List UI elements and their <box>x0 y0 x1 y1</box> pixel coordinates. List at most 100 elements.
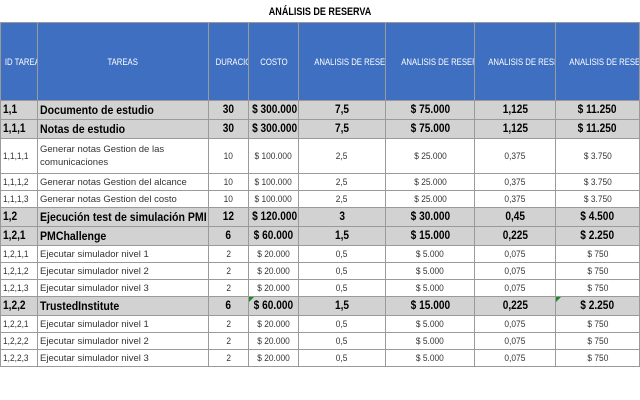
cell-id[interactable]: 1,2,2,1 <box>0 315 38 333</box>
cell-task[interactable]: Documento de estudio <box>37 100 209 120</box>
cell-duration[interactable]: 6 <box>208 296 249 316</box>
cell-cost[interactable]: $ 100.000 <box>248 138 299 174</box>
cell-duration[interactable]: 2 <box>208 245 249 263</box>
cell-management-hours[interactable]: 0,45 <box>474 207 556 227</box>
cell-management-cost[interactable]: $ 750 <box>555 332 640 350</box>
cell-management-cost[interactable]: $ 2.250 <box>555 296 640 316</box>
column-header-management-hours[interactable]: ANALISIS DE RESERVA GESTION (Horas) <box>474 22 556 101</box>
cell-contingency-hours[interactable]: 2,5 <box>298 190 386 208</box>
cell-contingency-cost[interactable]: $ 5.000 <box>385 245 475 263</box>
cell-contingency-cost[interactable]: $ 5.000 <box>385 332 475 350</box>
cell-cost[interactable]: $ 100.000 <box>248 190 299 208</box>
cell-duration[interactable]: 2 <box>208 315 249 333</box>
cell-cost[interactable]: $ 100.000 <box>248 173 299 191</box>
cell-cost[interactable]: $ 120.000 <box>248 207 299 227</box>
cell-management-cost[interactable]: $ 750 <box>555 262 640 280</box>
cell-task[interactable]: Notas de estudio <box>37 119 209 139</box>
cell-contingency-hours[interactable]: 7,5 <box>298 119 386 139</box>
cell-management-cost[interactable]: $ 11.250 <box>555 119 640 139</box>
cell-contingency-cost[interactable]: $ 5.000 <box>385 315 475 333</box>
cell-management-cost[interactable]: $ 2.250 <box>555 226 640 246</box>
cell-management-hours[interactable]: 0,375 <box>474 173 556 191</box>
cell-task[interactable]: Ejecutar simulador nivel 2 <box>37 332 209 350</box>
cell-id[interactable]: 1,1,1,1 <box>0 138 38 174</box>
cell-duration[interactable]: 2 <box>208 262 249 280</box>
cell-id[interactable]: 1,2,1 <box>0 226 38 246</box>
cell-cost[interactable]: $ 20.000 <box>248 332 299 350</box>
cell-contingency-hours[interactable]: 1,5 <box>298 226 386 246</box>
column-header-id[interactable]: ID TAREA <box>0 22 38 101</box>
cell-id[interactable]: 1,1,1,2 <box>0 173 38 191</box>
cell-id[interactable]: 1,2,2,3 <box>0 349 38 367</box>
cell-management-cost[interactable]: $ 11.250 <box>555 100 640 120</box>
cell-contingency-hours[interactable]: 0,5 <box>298 315 386 333</box>
cell-id[interactable]: 1,2,1,1 <box>0 245 38 263</box>
cell-id[interactable]: 1,2,1,2 <box>0 262 38 280</box>
cell-task[interactable]: Generar notas Gestion de las comunicacio… <box>37 138 209 174</box>
cell-cost[interactable]: $ 60.000 <box>248 226 299 246</box>
cell-management-hours[interactable]: 0,075 <box>474 245 556 263</box>
cell-contingency-hours[interactable]: 7,5 <box>298 100 386 120</box>
cell-id[interactable]: 1,2,2,2 <box>0 332 38 350</box>
cell-contingency-cost[interactable]: $ 15.000 <box>385 226 475 246</box>
cell-id[interactable]: 1,1 <box>0 100 38 120</box>
cell-task[interactable]: Ejecutar simulador nivel 1 <box>37 245 209 263</box>
cell-task[interactable]: Generar notas Gestion del alcance <box>37 173 209 191</box>
cell-management-hours[interactable]: 1,125 <box>474 119 556 139</box>
cell-contingency-hours[interactable]: 0,5 <box>298 332 386 350</box>
cell-cost[interactable]: $ 20.000 <box>248 315 299 333</box>
cell-contingency-hours[interactable]: 2,5 <box>298 173 386 191</box>
cell-contingency-cost[interactable]: $ 15.000 <box>385 296 475 316</box>
cell-duration[interactable]: 10 <box>208 138 249 174</box>
cell-duration[interactable]: 30 <box>208 100 249 120</box>
cell-contingency-cost[interactable]: $ 75.000 <box>385 119 475 139</box>
cell-id[interactable]: 1,2 <box>0 207 38 227</box>
cell-duration[interactable]: 10 <box>208 173 249 191</box>
column-header-contingency-cost[interactable]: ANALISIS DE RESERVA CONTINGENCIA (Costo) <box>385 22 475 101</box>
cell-task[interactable]: Ejecutar simulador nivel 3 <box>37 349 209 367</box>
cell-management-hours[interactable]: 0,075 <box>474 262 556 280</box>
cell-contingency-hours[interactable]: 0,5 <box>298 349 386 367</box>
cell-contingency-hours[interactable]: 0,5 <box>298 245 386 263</box>
cell-contingency-cost[interactable]: $ 75.000 <box>385 100 475 120</box>
cell-id[interactable]: 1,2,1,3 <box>0 279 38 297</box>
cell-contingency-cost[interactable]: $ 25.000 <box>385 190 475 208</box>
cell-cost[interactable]: $ 20.000 <box>248 262 299 280</box>
cell-management-cost[interactable]: $ 750 <box>555 315 640 333</box>
cell-id[interactable]: 1,1,1 <box>0 119 38 139</box>
cell-task[interactable]: Generar notas Gestion del costo <box>37 190 209 208</box>
cell-contingency-cost[interactable]: $ 25.000 <box>385 138 475 174</box>
cell-contingency-cost[interactable]: $ 5.000 <box>385 349 475 367</box>
cell-contingency-cost[interactable]: $ 25.000 <box>385 173 475 191</box>
cell-task[interactable]: Ejecutar simulador nivel 1 <box>37 315 209 333</box>
cell-contingency-hours[interactable]: 0,5 <box>298 279 386 297</box>
cell-cost[interactable]: $ 300.000 <box>248 119 299 139</box>
cell-management-hours[interactable]: 0,225 <box>474 226 556 246</box>
cell-task[interactable]: Ejecución test de simulación PMI <box>37 207 209 227</box>
cell-contingency-cost[interactable]: $ 5.000 <box>385 279 475 297</box>
cell-duration[interactable]: 2 <box>208 332 249 350</box>
cell-task[interactable]: TrustedInstitute <box>37 296 209 316</box>
column-header-management-cost[interactable]: ANALISIS DE RESERVA GESTION (Costo) <box>555 22 640 101</box>
cell-duration[interactable]: 6 <box>208 226 249 246</box>
cell-contingency-cost[interactable]: $ 30.000 <box>385 207 475 227</box>
column-header-tasks[interactable]: TAREAS <box>37 22 209 101</box>
cell-management-cost[interactable]: $ 3.750 <box>555 190 640 208</box>
cell-management-cost[interactable]: $ 3.750 <box>555 173 640 191</box>
cell-contingency-hours[interactable]: 0,5 <box>298 262 386 280</box>
cell-duration[interactable]: 2 <box>208 349 249 367</box>
cell-id[interactable]: 1,1,1,3 <box>0 190 38 208</box>
cell-management-hours[interactable]: 0,075 <box>474 279 556 297</box>
cell-management-cost[interactable]: $ 3.750 <box>555 138 640 174</box>
cell-id[interactable]: 1,2,2 <box>0 296 38 316</box>
cell-management-hours[interactable]: 0,225 <box>474 296 556 316</box>
cell-management-cost[interactable]: $ 750 <box>555 279 640 297</box>
cell-management-hours[interactable]: 0,375 <box>474 138 556 174</box>
cell-contingency-hours[interactable]: 3 <box>298 207 386 227</box>
cell-duration[interactable]: 12 <box>208 207 249 227</box>
cell-cost[interactable]: $ 300.000 <box>248 100 299 120</box>
cell-cost[interactable]: $ 20.000 <box>248 349 299 367</box>
cell-management-cost[interactable]: $ 4.500 <box>555 207 640 227</box>
column-header-contingency-hours[interactable]: ANALISIS DE RESERVA CONTINGENCIA (Horas) <box>298 22 386 101</box>
cell-contingency-hours[interactable]: 1,5 <box>298 296 386 316</box>
